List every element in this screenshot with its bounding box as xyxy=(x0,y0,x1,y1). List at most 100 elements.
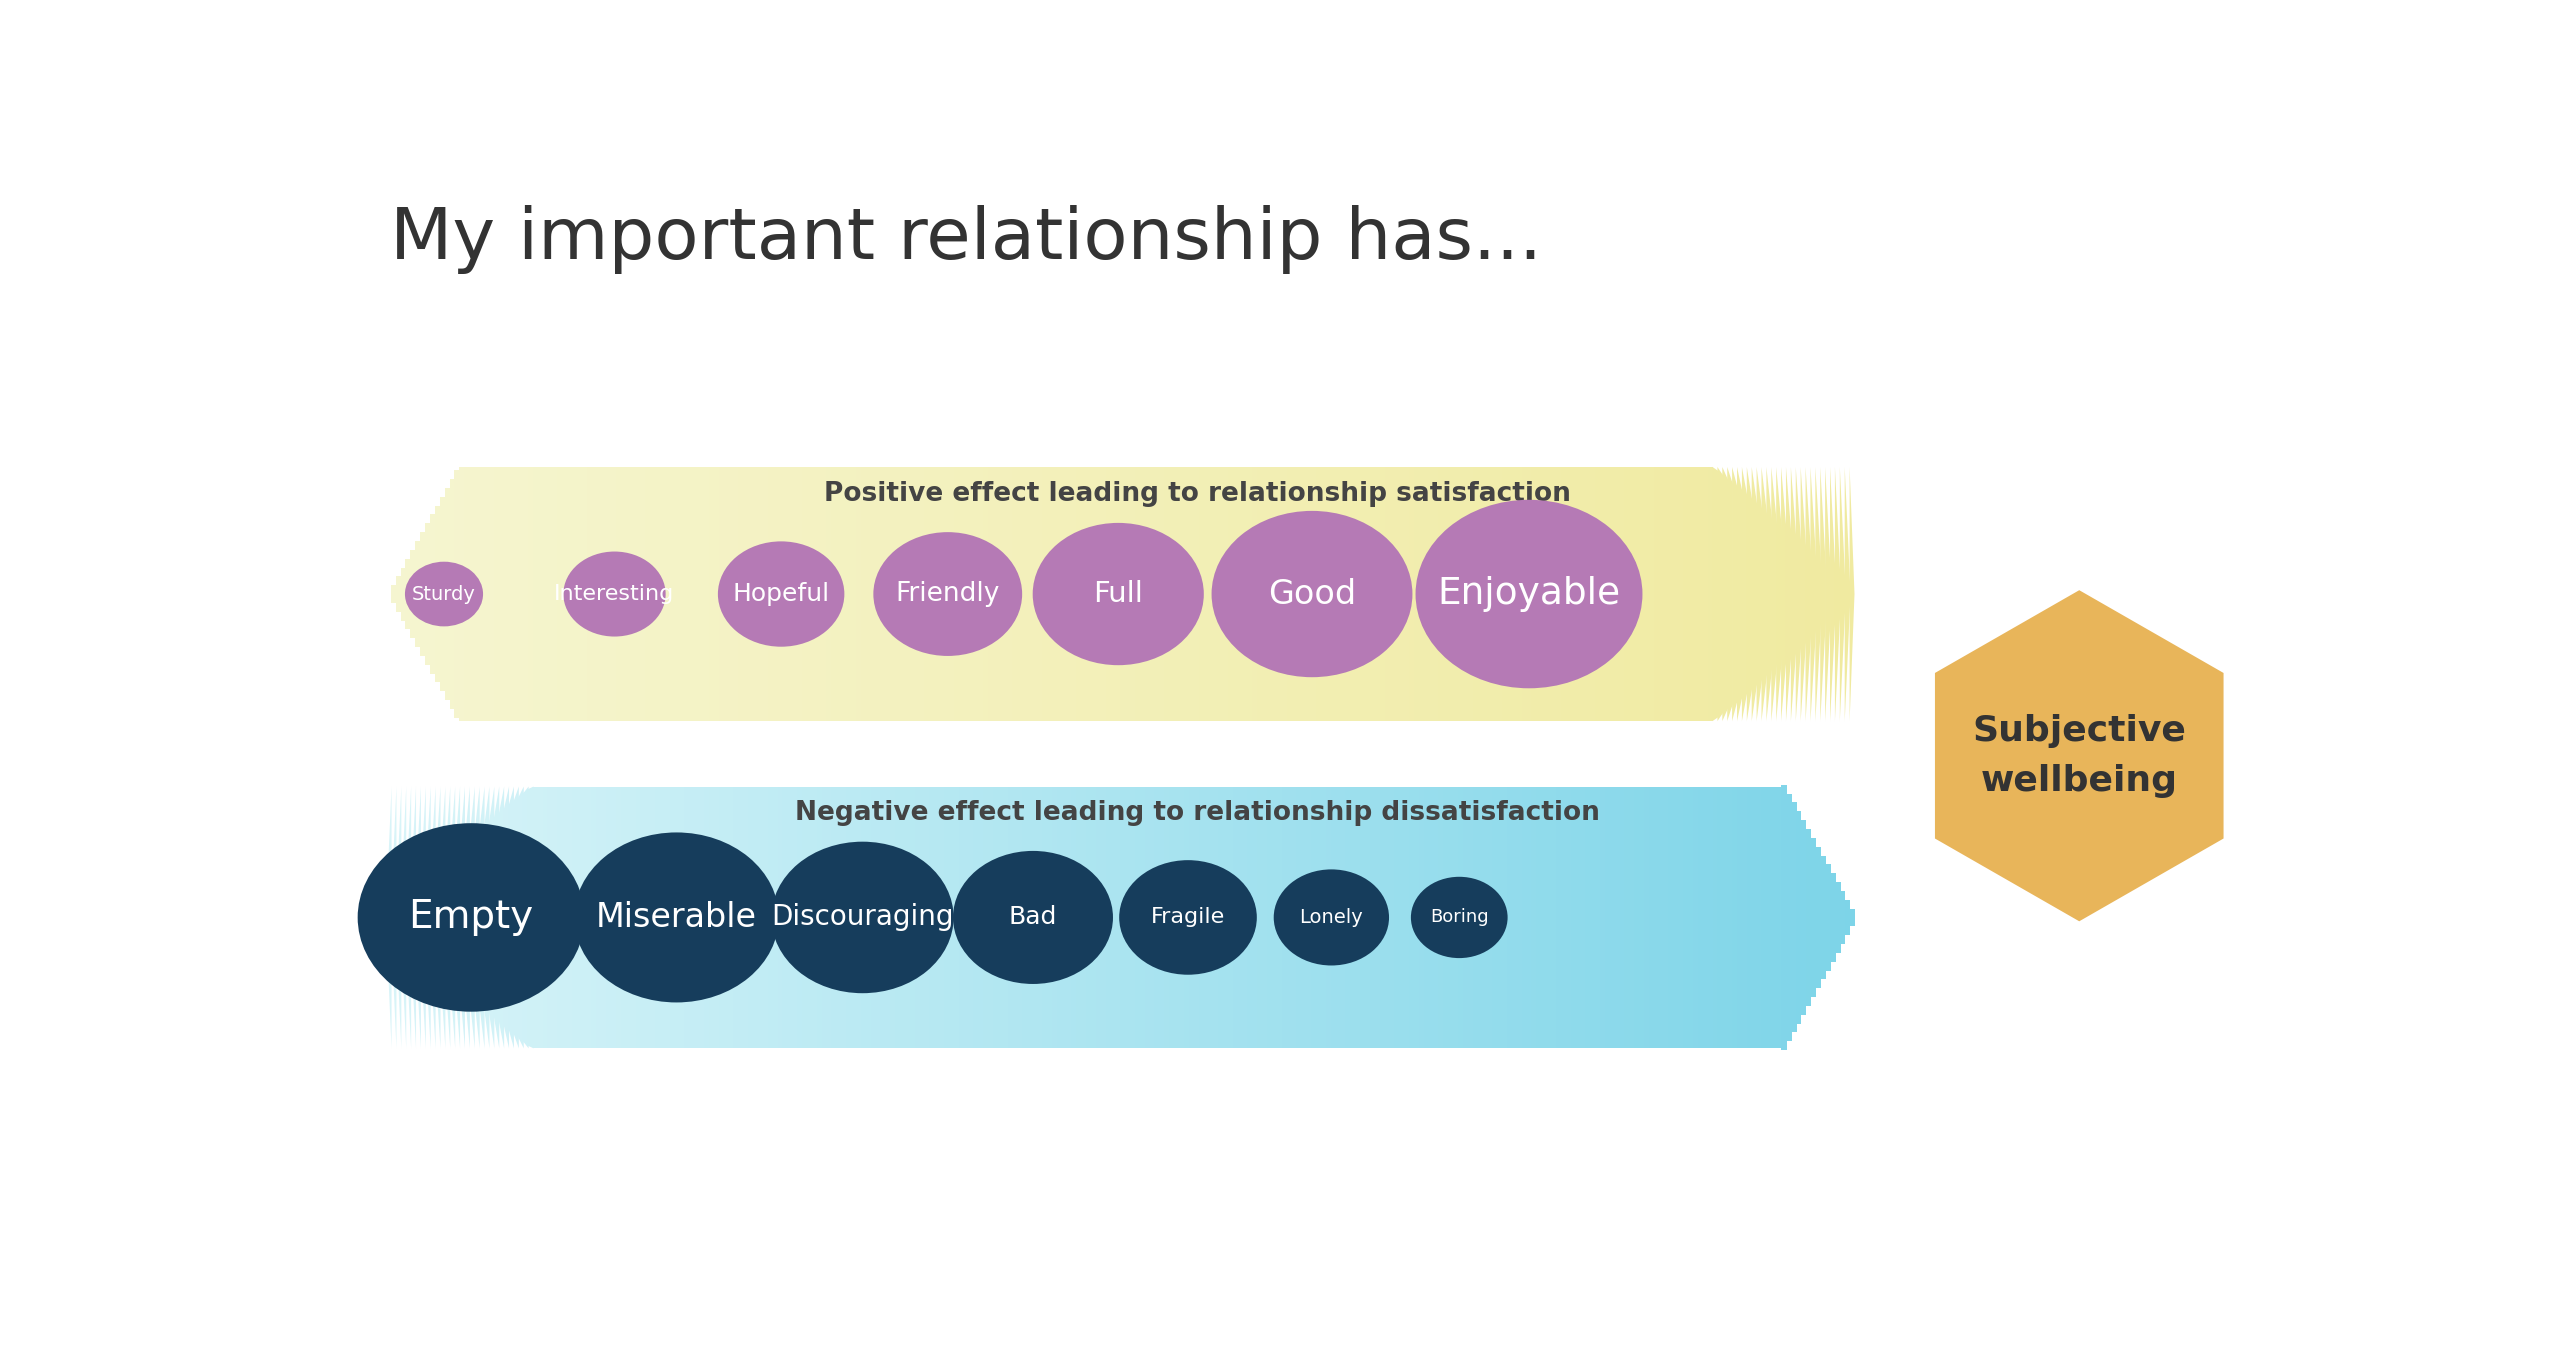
Polygon shape xyxy=(1702,787,1708,1049)
Polygon shape xyxy=(1751,787,1756,1049)
Polygon shape xyxy=(684,467,691,721)
Polygon shape xyxy=(1810,837,1815,997)
Polygon shape xyxy=(1825,864,1830,970)
Polygon shape xyxy=(832,787,837,1049)
Polygon shape xyxy=(1472,467,1477,721)
Polygon shape xyxy=(1428,467,1434,721)
Polygon shape xyxy=(1027,467,1032,721)
Polygon shape xyxy=(1331,467,1336,721)
Ellipse shape xyxy=(1416,499,1644,688)
Polygon shape xyxy=(1766,467,1772,721)
Polygon shape xyxy=(1262,467,1267,721)
Polygon shape xyxy=(1498,467,1503,721)
Polygon shape xyxy=(988,467,993,721)
Polygon shape xyxy=(1121,467,1126,721)
Polygon shape xyxy=(387,787,392,1049)
Polygon shape xyxy=(1106,467,1111,721)
Polygon shape xyxy=(806,467,812,721)
Polygon shape xyxy=(650,787,655,1049)
Polygon shape xyxy=(753,467,758,721)
Text: Full: Full xyxy=(1093,579,1144,608)
Polygon shape xyxy=(1418,467,1423,721)
Polygon shape xyxy=(1016,787,1024,1049)
Ellipse shape xyxy=(771,841,955,993)
Polygon shape xyxy=(1395,787,1400,1049)
Polygon shape xyxy=(1459,467,1464,721)
Polygon shape xyxy=(1687,467,1695,721)
Polygon shape xyxy=(1180,787,1185,1049)
Polygon shape xyxy=(1836,467,1841,721)
Polygon shape xyxy=(538,467,543,721)
Polygon shape xyxy=(1213,467,1219,721)
Polygon shape xyxy=(1242,787,1249,1049)
Polygon shape xyxy=(1183,467,1190,721)
Polygon shape xyxy=(689,467,696,721)
Polygon shape xyxy=(566,787,573,1049)
Polygon shape xyxy=(1428,787,1434,1049)
Polygon shape xyxy=(1283,787,1288,1049)
Polygon shape xyxy=(1792,467,1797,721)
Polygon shape xyxy=(1068,467,1073,721)
Polygon shape xyxy=(1390,787,1395,1049)
Polygon shape xyxy=(742,467,750,721)
Polygon shape xyxy=(1257,787,1262,1049)
Polygon shape xyxy=(1644,467,1649,721)
Polygon shape xyxy=(896,787,901,1049)
Polygon shape xyxy=(983,467,988,721)
Polygon shape xyxy=(783,787,788,1049)
Polygon shape xyxy=(1836,882,1841,953)
Polygon shape xyxy=(1219,467,1224,721)
Polygon shape xyxy=(993,467,998,721)
Polygon shape xyxy=(689,787,696,1049)
Polygon shape xyxy=(1359,787,1364,1049)
Polygon shape xyxy=(456,471,461,718)
Polygon shape xyxy=(934,467,940,721)
Polygon shape xyxy=(1851,467,1853,721)
Polygon shape xyxy=(1247,787,1254,1049)
Polygon shape xyxy=(773,787,778,1049)
Polygon shape xyxy=(1080,787,1085,1049)
Polygon shape xyxy=(404,787,412,1049)
Polygon shape xyxy=(479,787,484,1049)
Polygon shape xyxy=(1723,787,1728,1049)
Ellipse shape xyxy=(717,541,845,647)
Polygon shape xyxy=(1183,787,1190,1049)
Polygon shape xyxy=(553,787,558,1049)
Text: Miserable: Miserable xyxy=(596,901,758,934)
Polygon shape xyxy=(392,787,397,1049)
Polygon shape xyxy=(855,787,863,1049)
Polygon shape xyxy=(607,787,612,1049)
Polygon shape xyxy=(860,787,865,1049)
Polygon shape xyxy=(929,787,934,1049)
Polygon shape xyxy=(1375,467,1380,721)
Polygon shape xyxy=(596,787,602,1049)
Polygon shape xyxy=(1830,467,1836,721)
Polygon shape xyxy=(1375,787,1380,1049)
Polygon shape xyxy=(909,467,916,721)
Polygon shape xyxy=(1400,467,1405,721)
Polygon shape xyxy=(671,467,676,721)
Polygon shape xyxy=(1777,787,1782,1049)
Polygon shape xyxy=(1144,467,1149,721)
Polygon shape xyxy=(1423,787,1428,1049)
Polygon shape xyxy=(1300,467,1308,721)
Polygon shape xyxy=(1787,467,1792,721)
Polygon shape xyxy=(1062,467,1068,721)
Polygon shape xyxy=(978,787,983,1049)
Polygon shape xyxy=(1503,787,1508,1049)
Polygon shape xyxy=(645,787,650,1049)
Polygon shape xyxy=(1267,787,1272,1049)
Polygon shape xyxy=(1408,467,1416,721)
Text: Discouraging: Discouraging xyxy=(771,904,955,931)
Polygon shape xyxy=(1620,467,1626,721)
Polygon shape xyxy=(1551,787,1556,1049)
Polygon shape xyxy=(1692,787,1700,1049)
Polygon shape xyxy=(1733,467,1738,721)
Polygon shape xyxy=(788,467,794,721)
Polygon shape xyxy=(660,467,666,721)
Text: Enjoyable: Enjoyable xyxy=(1436,575,1620,612)
Polygon shape xyxy=(945,787,950,1049)
Polygon shape xyxy=(586,467,591,721)
Polygon shape xyxy=(1188,787,1196,1049)
Polygon shape xyxy=(850,787,858,1049)
